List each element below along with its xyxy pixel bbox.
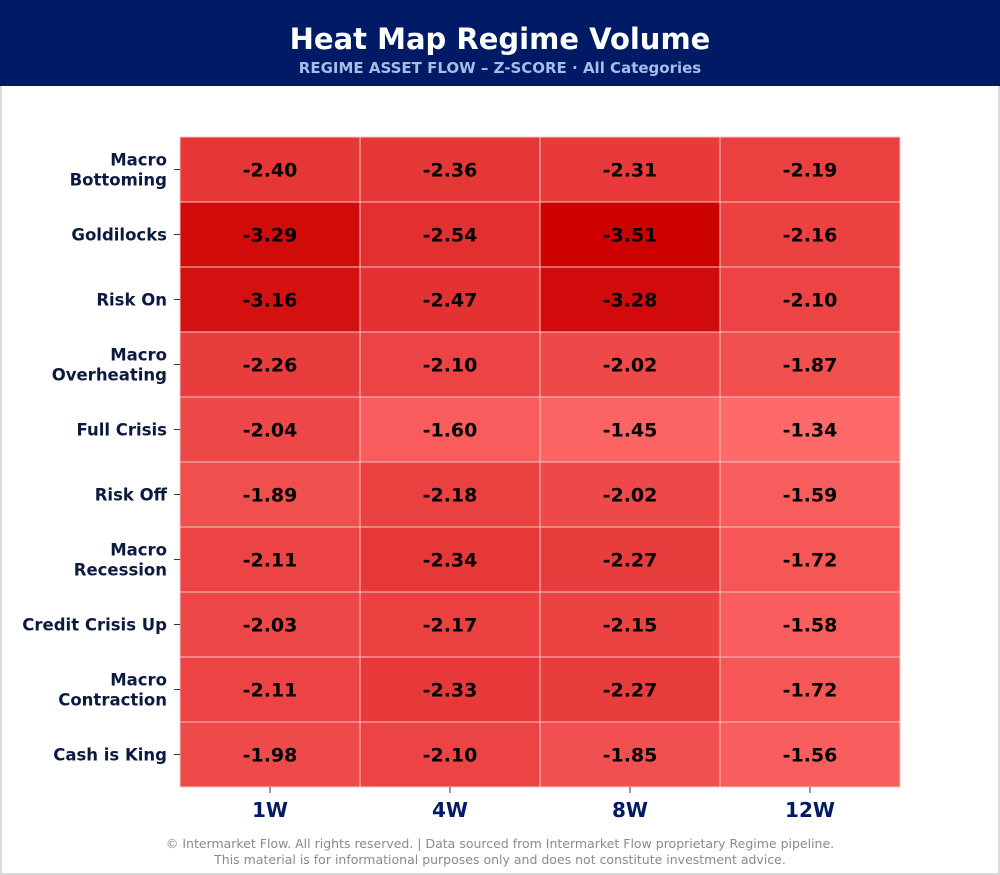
- y-tick-label: Full Crisis: [77, 421, 168, 440]
- footer-copyright: © Intermarket Flow. All rights reserved.…: [165, 836, 835, 851]
- cell-value-label: -1.34: [783, 420, 838, 442]
- cell-value-label: -2.27: [603, 680, 658, 702]
- heatmap-cell: [539, 461, 721, 528]
- y-tick-label: Recession: [74, 561, 167, 580]
- cell-value-label: -2.03: [243, 615, 298, 637]
- cell-value-label: -2.02: [603, 485, 658, 507]
- y-tick-label: Overheating: [52, 366, 167, 385]
- y-tick-label: Cash is King: [53, 746, 167, 765]
- heatmap-cell: [359, 266, 541, 333]
- cell-value-label: -1.85: [603, 745, 658, 767]
- cell-value-label: -2.17: [423, 615, 478, 637]
- cell-value-label: -2.34: [423, 550, 478, 572]
- heatmap-cell: [539, 656, 721, 723]
- cell-value-label: -1.45: [603, 420, 658, 442]
- cell-value-label: -2.19: [783, 160, 838, 182]
- cell-value-label: -2.47: [423, 290, 478, 312]
- cell-value-label: -1.98: [243, 745, 298, 767]
- heatmap-cell: [359, 721, 541, 788]
- heatmap-cell: [719, 201, 901, 268]
- chart-subtitle: REGIME ASSET FLOW – Z-SCORE · All Catego…: [298, 59, 702, 77]
- cell-value-label: -1.87: [783, 355, 838, 377]
- heatmap-cell: [539, 266, 721, 333]
- y-tick-label: Macro: [110, 541, 167, 560]
- cell-value-label: -2.18: [423, 485, 478, 507]
- chart-header: Heat Map Regime Volume REGIME ASSET FLOW…: [0, 0, 1000, 86]
- y-tick-label: Macro: [110, 346, 167, 365]
- heatmap-cell: [179, 526, 361, 593]
- heatmap-cell: [719, 526, 901, 593]
- x-tick-label: 1W: [252, 798, 288, 822]
- cell-value-label: -2.10: [423, 745, 478, 767]
- heatmap-cell: [539, 201, 721, 268]
- cell-value-label: -2.36: [423, 160, 478, 182]
- cell-value-label: -1.56: [783, 745, 838, 767]
- cell-value-label: -2.27: [603, 550, 658, 572]
- heatmap-cell: [179, 396, 361, 463]
- y-tick-label: Macro: [110, 671, 167, 690]
- y-tick-label: Contraction: [58, 691, 167, 710]
- x-tick-label: 12W: [785, 798, 835, 822]
- cell-value-label: -2.31: [603, 160, 658, 182]
- cell-value-label: -1.59: [783, 485, 838, 507]
- cell-value-label: -3.28: [603, 290, 658, 312]
- heatmap-cell: [179, 331, 361, 398]
- heatmap-cell: [359, 526, 541, 593]
- y-tick-label: Goldilocks: [71, 226, 167, 245]
- heatmap-cell: [179, 656, 361, 723]
- heatmap-cell: [359, 201, 541, 268]
- cell-value-label: -3.16: [243, 290, 298, 312]
- cell-value-label: -3.29: [243, 225, 298, 247]
- cell-value-label: -2.10: [423, 355, 478, 377]
- cell-value-label: -1.89: [243, 485, 298, 507]
- cell-value-label: -1.60: [423, 420, 478, 442]
- cell-value-label: -2.11: [243, 550, 298, 572]
- cell-value-label: -1.58: [783, 615, 838, 637]
- heatmap-cell: [359, 331, 541, 398]
- heatmap-cell: [179, 461, 361, 528]
- y-tick-label: Bottoming: [70, 171, 167, 190]
- heatmap-cell: [359, 591, 541, 658]
- chart-title: Heat Map Regime Volume: [289, 22, 711, 56]
- heatmap-cell: [719, 656, 901, 723]
- cell-value-label: -2.04: [243, 420, 298, 442]
- heatmap-cell: [719, 591, 901, 658]
- heatmap-cell: [719, 266, 901, 333]
- heatmap-cell: [539, 396, 721, 463]
- x-tick-label: 8W: [612, 798, 648, 822]
- heatmap-cell: [539, 331, 721, 398]
- y-tick-label: Risk Off: [95, 486, 168, 505]
- cell-value-label: -2.16: [783, 225, 838, 247]
- heatmap-cell: [719, 461, 901, 528]
- cell-value-label: -2.11: [243, 680, 298, 702]
- heatmap-cell: [359, 461, 541, 528]
- heatmap-cell: [539, 591, 721, 658]
- footer-disclaimer: This material is for informational purpo…: [214, 852, 786, 867]
- cell-value-label: -2.40: [243, 160, 298, 182]
- y-tick-label: Risk On: [96, 291, 167, 310]
- x-tick-label: 4W: [432, 798, 468, 822]
- cell-value-label: -2.10: [783, 290, 838, 312]
- cell-value-label: -1.72: [783, 550, 838, 572]
- heatmap-cell: [359, 396, 541, 463]
- heatmap-cell: [719, 396, 901, 463]
- cell-value-label: -1.72: [783, 680, 838, 702]
- cell-value-label: -2.15: [603, 615, 658, 637]
- heatmap-cell: [539, 526, 721, 593]
- cell-value-label: -2.54: [423, 225, 478, 247]
- heatmap-cell: [359, 656, 541, 723]
- cell-value-label: -2.26: [243, 355, 298, 377]
- y-tick-label: Macro: [110, 151, 167, 170]
- y-tick-label: Credit Crisis Up: [22, 616, 167, 635]
- cell-value-label: -2.02: [603, 355, 658, 377]
- heatmap-cell: [719, 331, 901, 398]
- cell-value-label: -3.51: [603, 225, 658, 247]
- cell-value-label: -2.33: [423, 680, 478, 702]
